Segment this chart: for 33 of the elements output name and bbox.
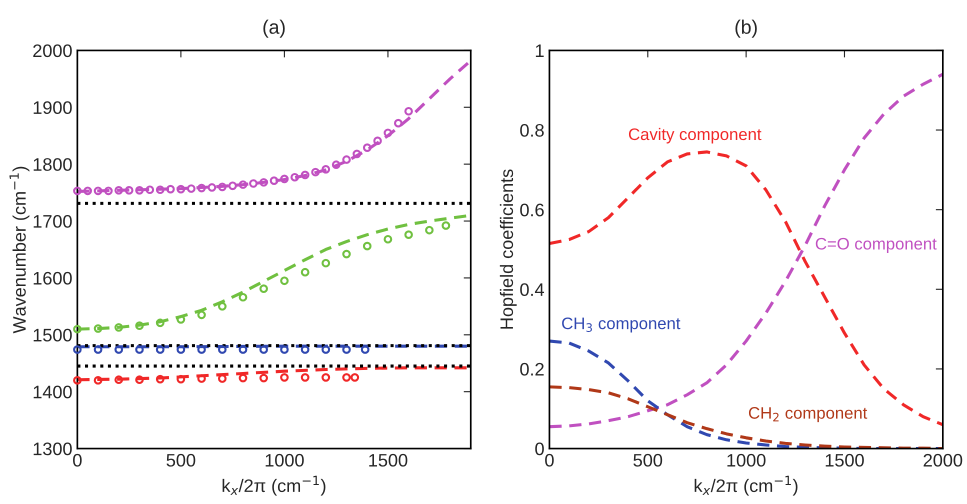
y-tick-label: 1400 xyxy=(34,386,72,398)
series-label: C=O component xyxy=(816,238,937,253)
y-tick-label: 1900 xyxy=(34,101,72,114)
y-tick-label: 1600 xyxy=(34,272,72,285)
x-tick-label: 1000 xyxy=(266,454,304,467)
y-axis-title: Hopfield coefficients xyxy=(500,169,517,329)
x-axis-title: k$_{x}$/2π (cm$^{−1}$) xyxy=(694,476,798,496)
y-tick-label: 1300 xyxy=(34,442,72,456)
y-axis-title: Wavenumber (cm$^{−1}$) xyxy=(10,166,30,334)
chart-title: (b) xyxy=(735,20,757,38)
y-tick-label: 0.8 xyxy=(520,124,544,137)
y-tick-label: 0 xyxy=(535,442,544,456)
y-tick-label: 0.4 xyxy=(520,283,544,296)
y-tick-label: 1500 xyxy=(34,328,72,342)
x-tick-label: 500 xyxy=(633,454,662,467)
series-label: CH$_{3}$ component xyxy=(562,317,680,333)
y-tick-label: 2000 xyxy=(33,44,72,58)
x-tick-label: 1000 xyxy=(727,454,766,467)
x-tick-label: 2000 xyxy=(924,454,962,467)
series-label: Cavity component xyxy=(628,128,762,144)
y-tick-label: 0.2 xyxy=(520,362,544,376)
x-tick-label: 1500 xyxy=(369,454,408,467)
x-axis-title: k$_{x}$/2π (cm$^{−1}$) xyxy=(222,476,326,496)
x-tick-label: 0 xyxy=(545,454,554,467)
chart-title: (a) xyxy=(263,20,285,38)
y-tick-label: 1700 xyxy=(34,214,72,228)
y-tick-label: 1800 xyxy=(34,158,72,171)
x-tick-label: 1500 xyxy=(826,454,864,467)
series-label: CH$_{2}$ component xyxy=(748,407,868,422)
y-tick-label: 0.6 xyxy=(520,204,544,216)
x-tick-label: 0 xyxy=(73,454,82,467)
x-tick-label: 500 xyxy=(166,454,196,467)
y-tick-label: 1 xyxy=(536,44,544,57)
